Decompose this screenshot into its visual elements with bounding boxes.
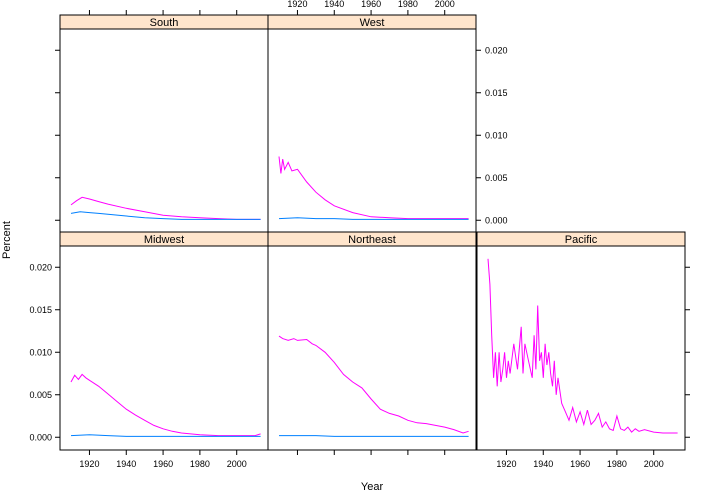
x-tick-label: 1920 xyxy=(79,459,99,469)
panel-frame xyxy=(267,28,477,234)
panel-title: West xyxy=(360,17,385,29)
x-tick-label: 1960 xyxy=(153,459,173,469)
x-tick-label: 1960 xyxy=(570,459,590,469)
x-tick-label: 1920 xyxy=(496,459,516,469)
series-line-2 xyxy=(70,211,261,220)
series-line-2 xyxy=(278,217,469,220)
y-tick-label: 0.020 xyxy=(29,262,52,272)
y-tick-label: 0.010 xyxy=(485,130,508,140)
series-line-1 xyxy=(278,335,469,434)
y-tick-label: 0.015 xyxy=(485,88,508,98)
x-tick-label: 1980 xyxy=(398,0,418,9)
x-tick-label: 2000 xyxy=(644,459,664,469)
y-tick-label: 0.005 xyxy=(485,173,508,183)
x-axis-label: Year xyxy=(361,481,384,493)
y-tick-label: 0.000 xyxy=(485,215,508,225)
series-line-1 xyxy=(70,373,261,437)
series-line-1 xyxy=(278,156,469,220)
panel-midwest: Midwest 1920 1940 1960 1980 2000 0.000 0.005 0.0… xyxy=(29,231,269,469)
series-line-2 xyxy=(70,434,261,437)
series-line-1 xyxy=(487,258,678,434)
panels-layer: South West 1920 1940 1960 1980 2000 0.000 0.005 0… xyxy=(29,0,690,469)
x-tick-label: 1940 xyxy=(533,459,553,469)
y-tick-label: 0.000 xyxy=(29,432,52,442)
series-line-1 xyxy=(70,196,261,220)
y-tick-label: 0.005 xyxy=(29,390,52,400)
panel-title: Pacific xyxy=(565,234,598,246)
x-tick-label: 1940 xyxy=(324,0,344,9)
x-tick-label: 2000 xyxy=(227,459,247,469)
panel-frame xyxy=(267,245,477,451)
panel-west: West 1920 1940 1960 1980 2000 0.000 0.005 0.010 0… xyxy=(267,0,508,234)
panel-frame xyxy=(59,28,269,234)
panel-title: Northeast xyxy=(348,234,396,246)
panel-northeast: Northeast xyxy=(267,231,477,455)
panel-frame xyxy=(59,245,269,451)
x-tick-label: 1960 xyxy=(361,0,381,9)
panel-title: South xyxy=(150,17,179,29)
x-tick-label: 2000 xyxy=(435,0,455,9)
x-tick-label: 1980 xyxy=(607,459,627,469)
panel-pacific: Pacific 1920 1940 1960 1980 2000 xyxy=(476,231,690,469)
x-tick-label: 1920 xyxy=(287,0,307,9)
y-tick-label: 0.020 xyxy=(485,45,508,55)
y-axis-label: Percent xyxy=(1,221,13,259)
panel-frame xyxy=(476,245,686,451)
series-line-2 xyxy=(279,435,469,437)
panel-south: South xyxy=(55,10,269,234)
y-tick-label: 0.015 xyxy=(29,305,52,315)
y-tick-label: 0.010 xyxy=(29,347,52,357)
panel-title: Midwest xyxy=(144,234,184,246)
x-tick-label: 1940 xyxy=(116,459,136,469)
x-tick-label: 1980 xyxy=(190,459,210,469)
